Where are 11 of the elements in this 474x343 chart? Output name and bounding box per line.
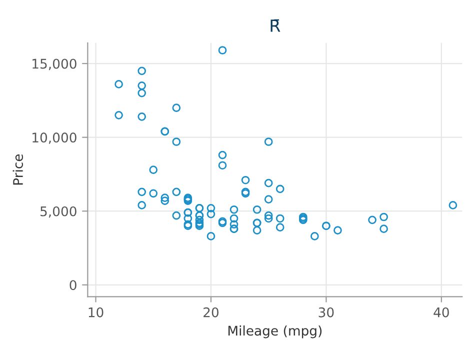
x-axis-title: Mileage (mpg) bbox=[228, 325, 322, 338]
x-tick-label: 30 bbox=[318, 307, 334, 318]
x-tick-label: 20 bbox=[204, 307, 218, 318]
x-tick-label: 40 bbox=[434, 307, 449, 318]
y-tick-label: 0 bbox=[70, 280, 76, 290]
chart-title: R̄ bbox=[270, 19, 280, 32]
y-tick-label: 10,000 bbox=[32, 132, 76, 144]
y-tick-label: 5,000 bbox=[40, 206, 76, 218]
x-tick-label: 10 bbox=[88, 307, 104, 318]
y-axis-title: Price bbox=[12, 154, 23, 185]
y-tick-label: 15,000 bbox=[32, 58, 76, 70]
